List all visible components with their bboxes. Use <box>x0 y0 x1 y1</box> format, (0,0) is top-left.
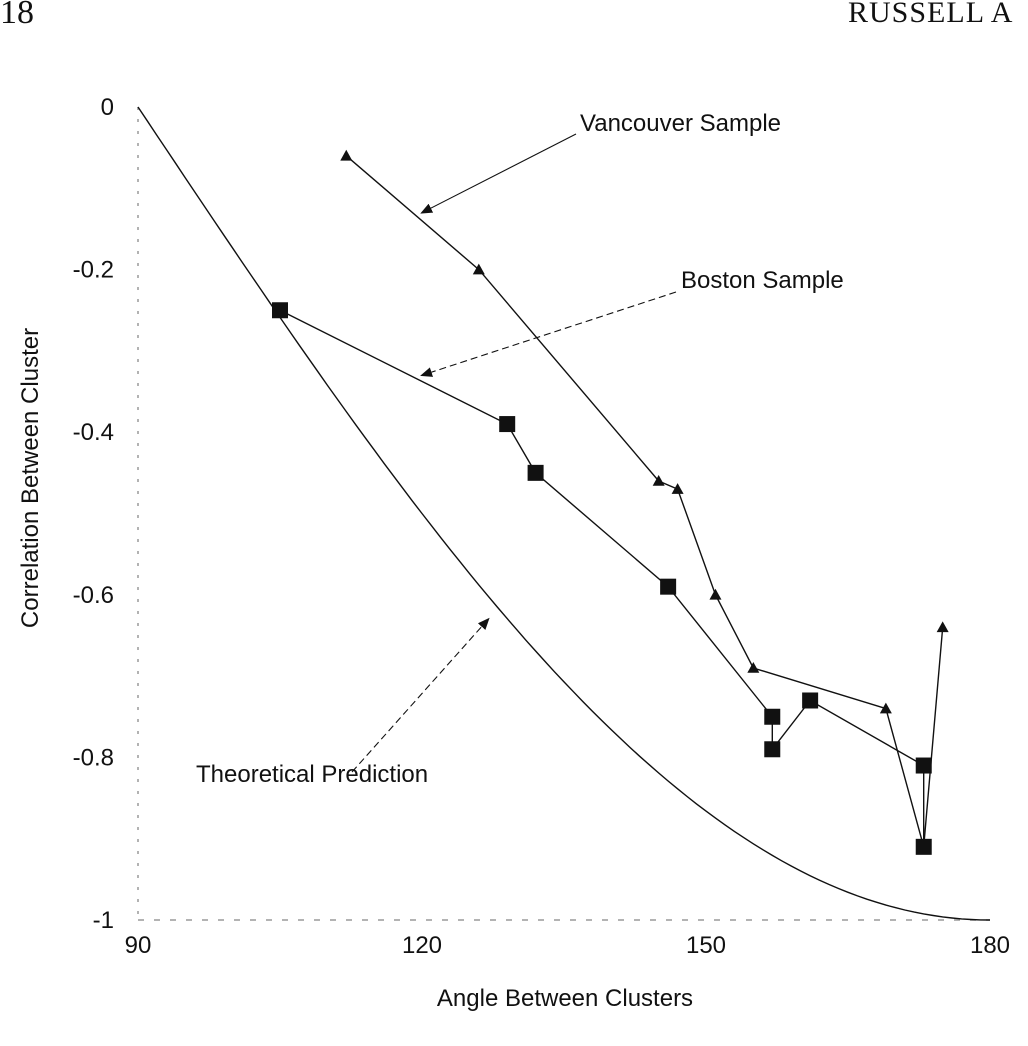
square-marker <box>272 302 288 319</box>
page-number: 18 <box>0 0 34 31</box>
triangle-marker <box>340 149 353 161</box>
triangle-marker <box>747 661 760 673</box>
triangle-marker <box>472 263 485 275</box>
series-boston-sample <box>272 302 932 855</box>
y-tick-label: -0.8 <box>73 744 114 771</box>
running-head: RUSSELL A <box>848 0 1014 29</box>
x-tick-label: 150 <box>686 932 726 959</box>
series-vancouver-sample <box>340 149 949 852</box>
series-layer <box>137 106 991 921</box>
annotation-arrow <box>420 291 677 377</box>
annotation-layer: Vancouver Sample Boston Sample Theoretical… <box>196 110 844 788</box>
y-tick-label: 0 <box>101 94 114 121</box>
axes-layer: 90 120 150 180 0 -0.2 -0.4 -0.6 -0.8 -1 Angle Betw… <box>17 94 1010 1012</box>
series-line <box>345 155 944 847</box>
x-tick-label: 90 <box>125 932 152 959</box>
y-tick-label: -1 <box>93 907 114 934</box>
triangle-marker <box>936 621 949 633</box>
triangle-marker <box>671 483 684 494</box>
y-tick-label: -0.6 <box>73 582 114 609</box>
square-marker <box>764 708 781 725</box>
annotation-arrow <box>351 617 490 773</box>
square-marker <box>802 692 819 709</box>
annotation-arrow <box>420 133 577 214</box>
square-marker <box>915 838 932 855</box>
x-tick-label: 180 <box>970 932 1010 959</box>
y-tick-label: -0.4 <box>73 419 114 446</box>
annotation-label: Theoretical Prediction <box>196 761 428 788</box>
triangle-marker <box>652 474 665 486</box>
series-theoretical-prediction <box>137 106 991 921</box>
annotation-label: Vancouver Sample <box>580 110 781 137</box>
x-axis-label: Angle Between Clusters <box>437 985 693 1012</box>
x-tick-label: 120 <box>402 932 442 959</box>
annotation-label: Boston Sample <box>681 267 844 294</box>
series-line <box>137 106 991 921</box>
square-marker <box>915 757 932 774</box>
square-marker <box>499 416 516 433</box>
triangle-marker <box>879 702 892 714</box>
y-tick-label: -0.2 <box>73 257 114 284</box>
square-marker <box>527 464 544 481</box>
square-marker <box>764 741 781 758</box>
triangle-marker <box>709 588 722 600</box>
y-axis-label: Correlation Between Cluster <box>17 328 44 628</box>
square-marker <box>660 578 677 595</box>
